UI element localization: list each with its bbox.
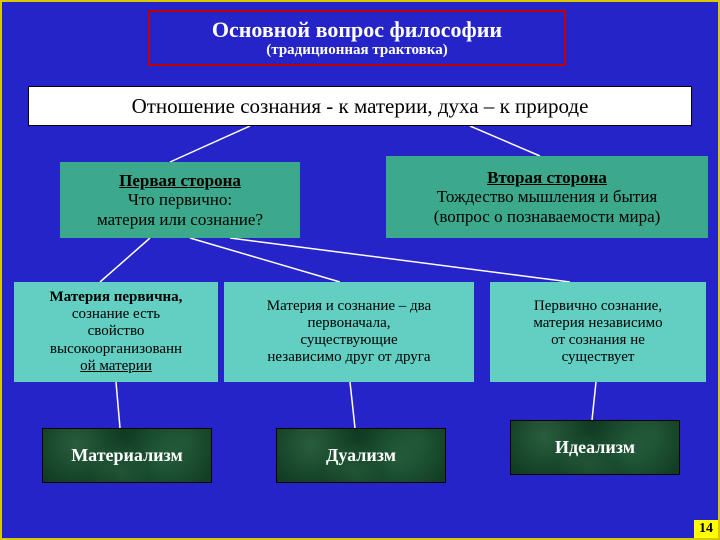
leaf-line: ой материи — [80, 358, 152, 375]
leaf-line: первоначала, — [308, 315, 391, 332]
leaf-line: Материя и сознание – два — [267, 298, 431, 315]
title-sub: (традиционная трактовка) — [266, 42, 447, 59]
term-box-2: Идеализм — [510, 420, 680, 475]
leaf-box-2: Первично сознание,материя независимоот с… — [490, 282, 706, 382]
leaf-line: от сознания не — [551, 332, 645, 349]
relation-text: Отношение сознания - к материи, духа – к… — [132, 94, 589, 118]
leaf-box-1: Материя и сознание – двапервоначала,суще… — [224, 282, 474, 382]
side-title: Первая сторона — [119, 171, 241, 191]
side-line: материя или сознание? — [97, 210, 263, 230]
relation-box: Отношение сознания - к материи, духа – к… — [28, 86, 692, 126]
leaf-box-0: Материя первична,сознание естьсвойствовы… — [14, 282, 218, 382]
title-box: Основной вопрос философии (традиционная … — [148, 10, 566, 66]
term-box-0: Материализм — [42, 428, 212, 483]
leaf-line: сознание есть — [72, 306, 160, 323]
side-line: Тождество мышления и бытия — [437, 187, 658, 207]
page-number: 14 — [694, 520, 718, 538]
leaf-line: высокоорганизованн — [50, 341, 182, 358]
leaf-line: материя независимо — [533, 315, 662, 332]
side-box-0: Первая сторонаЧто первично:материя или с… — [60, 162, 300, 238]
leaf-line: независимо друг от друга — [267, 349, 430, 366]
leaf-line: Материя первична, — [50, 289, 183, 306]
leaf-line: свойство — [88, 323, 145, 340]
leaf-line: существует — [562, 349, 635, 366]
term-box-1: Дуализм — [276, 428, 446, 483]
leaf-line: Первично сознание, — [534, 298, 662, 315]
title-main: Основной вопрос философии — [212, 17, 502, 42]
side-line: (вопрос о познаваемости мира) — [434, 207, 661, 227]
side-line: Что первично: — [128, 190, 232, 210]
side-title: Вторая сторона — [487, 168, 607, 188]
side-box-1: Вторая сторонаТождество мышления и бытия… — [386, 156, 708, 238]
leaf-line: существующие — [300, 332, 397, 349]
